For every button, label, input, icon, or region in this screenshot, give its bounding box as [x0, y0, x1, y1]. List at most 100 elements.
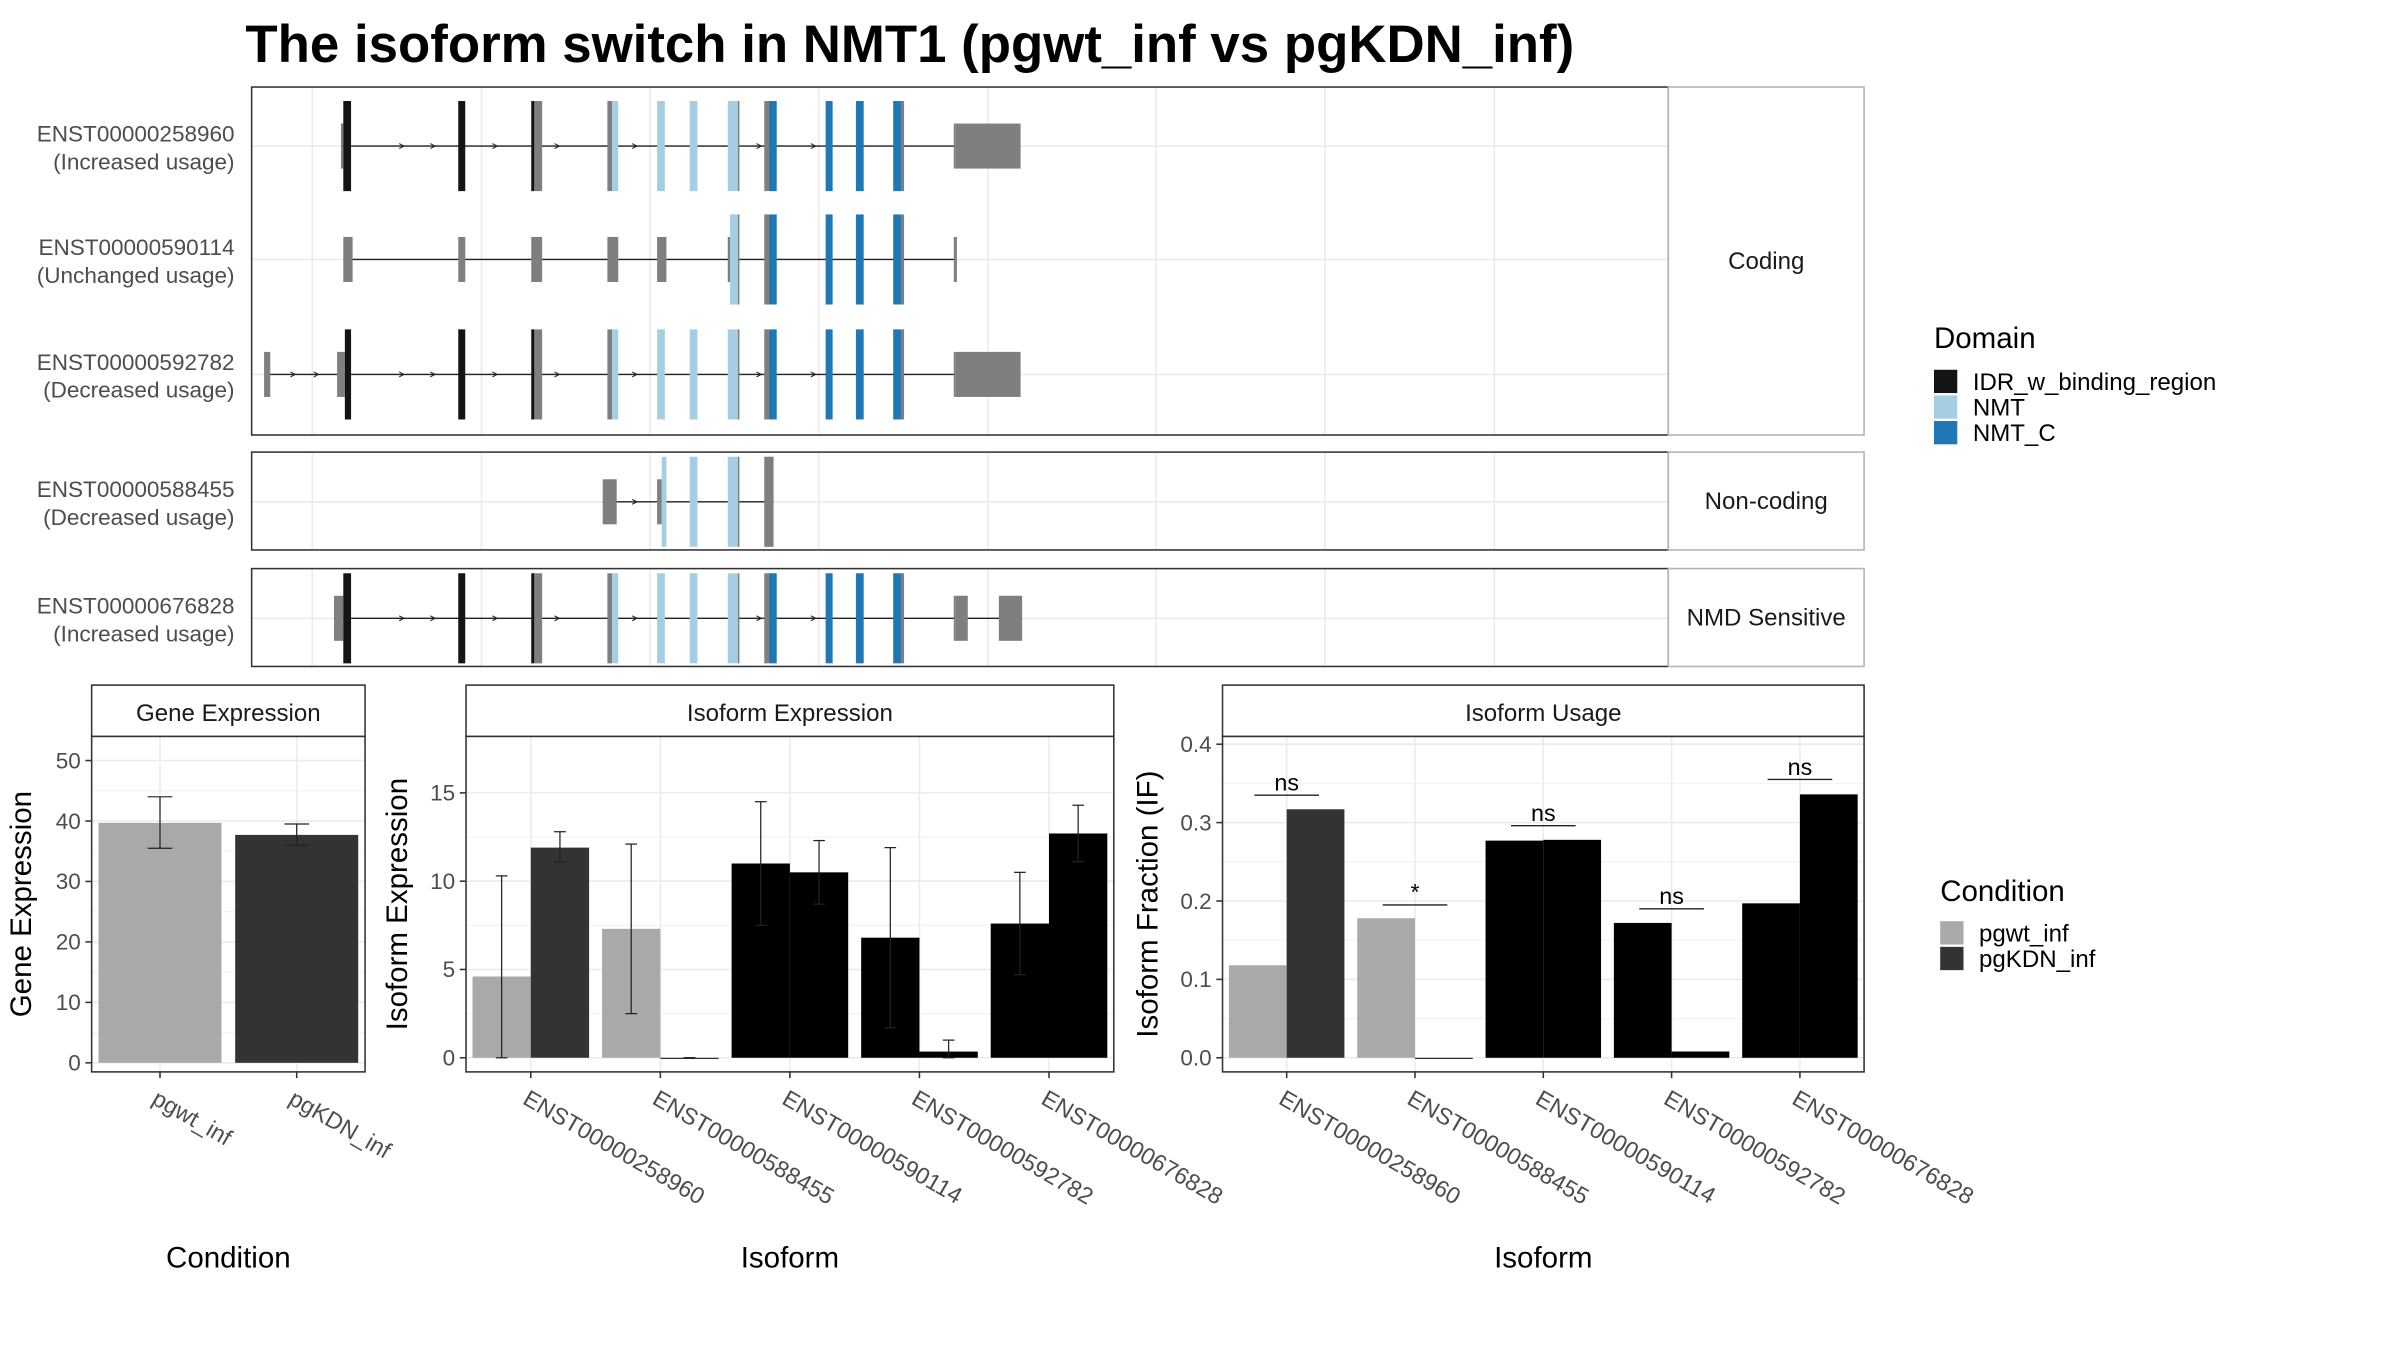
exon-block — [727, 236, 731, 282]
exon-block — [657, 236, 667, 282]
strand-arrow — [430, 371, 437, 378]
isoform-usage-label: (Decreased usage) — [43, 378, 234, 403]
exon-block — [893, 573, 901, 664]
strand-arrow — [810, 371, 817, 378]
exon-block — [825, 573, 833, 664]
y-axis-title: Gene Expression — [5, 791, 38, 1017]
isoform-usage-label: (Unchanged usage) — [37, 263, 235, 288]
significance-label: ns — [1531, 800, 1556, 826]
condition-legend-label: pgwt_inf — [1979, 920, 2069, 947]
domain-legend-label: IDR_w_binding_region — [1973, 369, 2216, 396]
condition-legend-label: pgKDN_inf — [1979, 946, 2096, 973]
x-axis-title: Isoform — [741, 1242, 839, 1275]
bar — [1543, 839, 1602, 1058]
error-bar — [625, 843, 638, 1015]
y-tick-label: 0.2 — [1180, 889, 1211, 914]
exon-block — [855, 214, 864, 305]
structure-strip — [1667, 451, 1865, 551]
exon-block — [955, 351, 1021, 397]
exon-block — [534, 573, 543, 664]
exon-block — [333, 595, 344, 641]
bar — [1286, 809, 1345, 1058]
exon-block — [531, 573, 535, 664]
exon-block — [657, 329, 665, 420]
error-bar — [1072, 804, 1084, 863]
error-bar — [754, 801, 767, 926]
bar — [1742, 903, 1800, 1058]
facet-strip-label: Gene Expression — [136, 700, 321, 727]
error-bar — [554, 831, 566, 863]
strand-arrow — [430, 615, 437, 622]
exon-block — [953, 123, 956, 169]
exon-block — [825, 214, 833, 305]
isoform-id-label: ENST00000258960 — [37, 121, 235, 146]
exon-block — [893, 329, 901, 420]
exon-block — [900, 573, 905, 664]
y-tick-label: 0.1 — [1180, 967, 1211, 992]
facet-strip-label: Isoform Usage — [1465, 700, 1621, 727]
structure-panel: ENST00000676828 (Increased usage) NMD Sens… — [37, 567, 1865, 668]
exon-block — [764, 573, 769, 664]
exon-block — [953, 351, 956, 397]
condition-legend-title: Condition — [1940, 875, 2065, 908]
exon-block — [689, 329, 698, 420]
y-tick-label: 5 — [443, 957, 456, 982]
isoform-track — [343, 214, 957, 305]
isoform-track — [340, 101, 1021, 192]
y-axis-title: Isoform Expression — [381, 778, 414, 1030]
strand-arrow — [756, 143, 763, 150]
exon-block — [534, 329, 543, 420]
exon-block — [689, 573, 698, 664]
significance-label: * — [1410, 879, 1419, 905]
y-tick-label: 50 — [56, 748, 81, 773]
structure-strip — [1667, 86, 1865, 436]
facet-strip — [465, 684, 1115, 738]
exon-block — [737, 214, 740, 305]
exon-block — [727, 456, 738, 547]
isoform-id-label: ENST00000590114 — [38, 235, 234, 260]
exon-block — [900, 329, 905, 420]
exon-block — [893, 214, 901, 305]
y-tick-label: 0 — [443, 1046, 456, 1071]
bar — [1049, 833, 1108, 1058]
exon-block — [689, 456, 698, 547]
strand-arrow — [810, 143, 817, 150]
strand-arrow — [631, 371, 639, 378]
exon-block — [531, 236, 543, 282]
exon-block — [612, 329, 619, 420]
strand-arrow — [398, 371, 406, 378]
error-bar — [813, 839, 825, 905]
bar — [1357, 918, 1415, 1058]
exon-block — [607, 573, 613, 664]
exon-block — [531, 101, 535, 192]
structure-panel: ENST00000588455 (Decreased usage) Non-codi… — [37, 451, 1865, 551]
exon-block — [657, 101, 665, 192]
strand-arrow — [810, 615, 817, 622]
bar — [235, 834, 359, 1063]
exon-block — [730, 214, 738, 305]
exon-block — [612, 101, 619, 192]
exon-block — [343, 573, 352, 664]
exon-block — [768, 214, 777, 305]
exon-block — [825, 329, 833, 420]
strand-arrow — [492, 615, 499, 622]
bar — [1671, 1051, 1730, 1058]
strand-arrow — [398, 615, 406, 622]
strand-arrow — [492, 371, 499, 378]
isoform-track — [333, 573, 1023, 664]
error-bar — [147, 796, 173, 849]
structure-strip — [1667, 567, 1865, 668]
domain-legend-swatch — [1933, 421, 1958, 445]
exon-block — [607, 236, 619, 282]
error-bar — [284, 823, 310, 846]
strand-arrow — [313, 371, 320, 378]
significance-label: ns — [1659, 883, 1684, 909]
isoform-usage-label: (Decreased usage) — [43, 505, 234, 530]
isoform-usage-label: (Increased usage) — [53, 149, 234, 174]
exon-block — [534, 101, 543, 192]
isoform-usage-label: (Increased usage) — [53, 622, 234, 647]
